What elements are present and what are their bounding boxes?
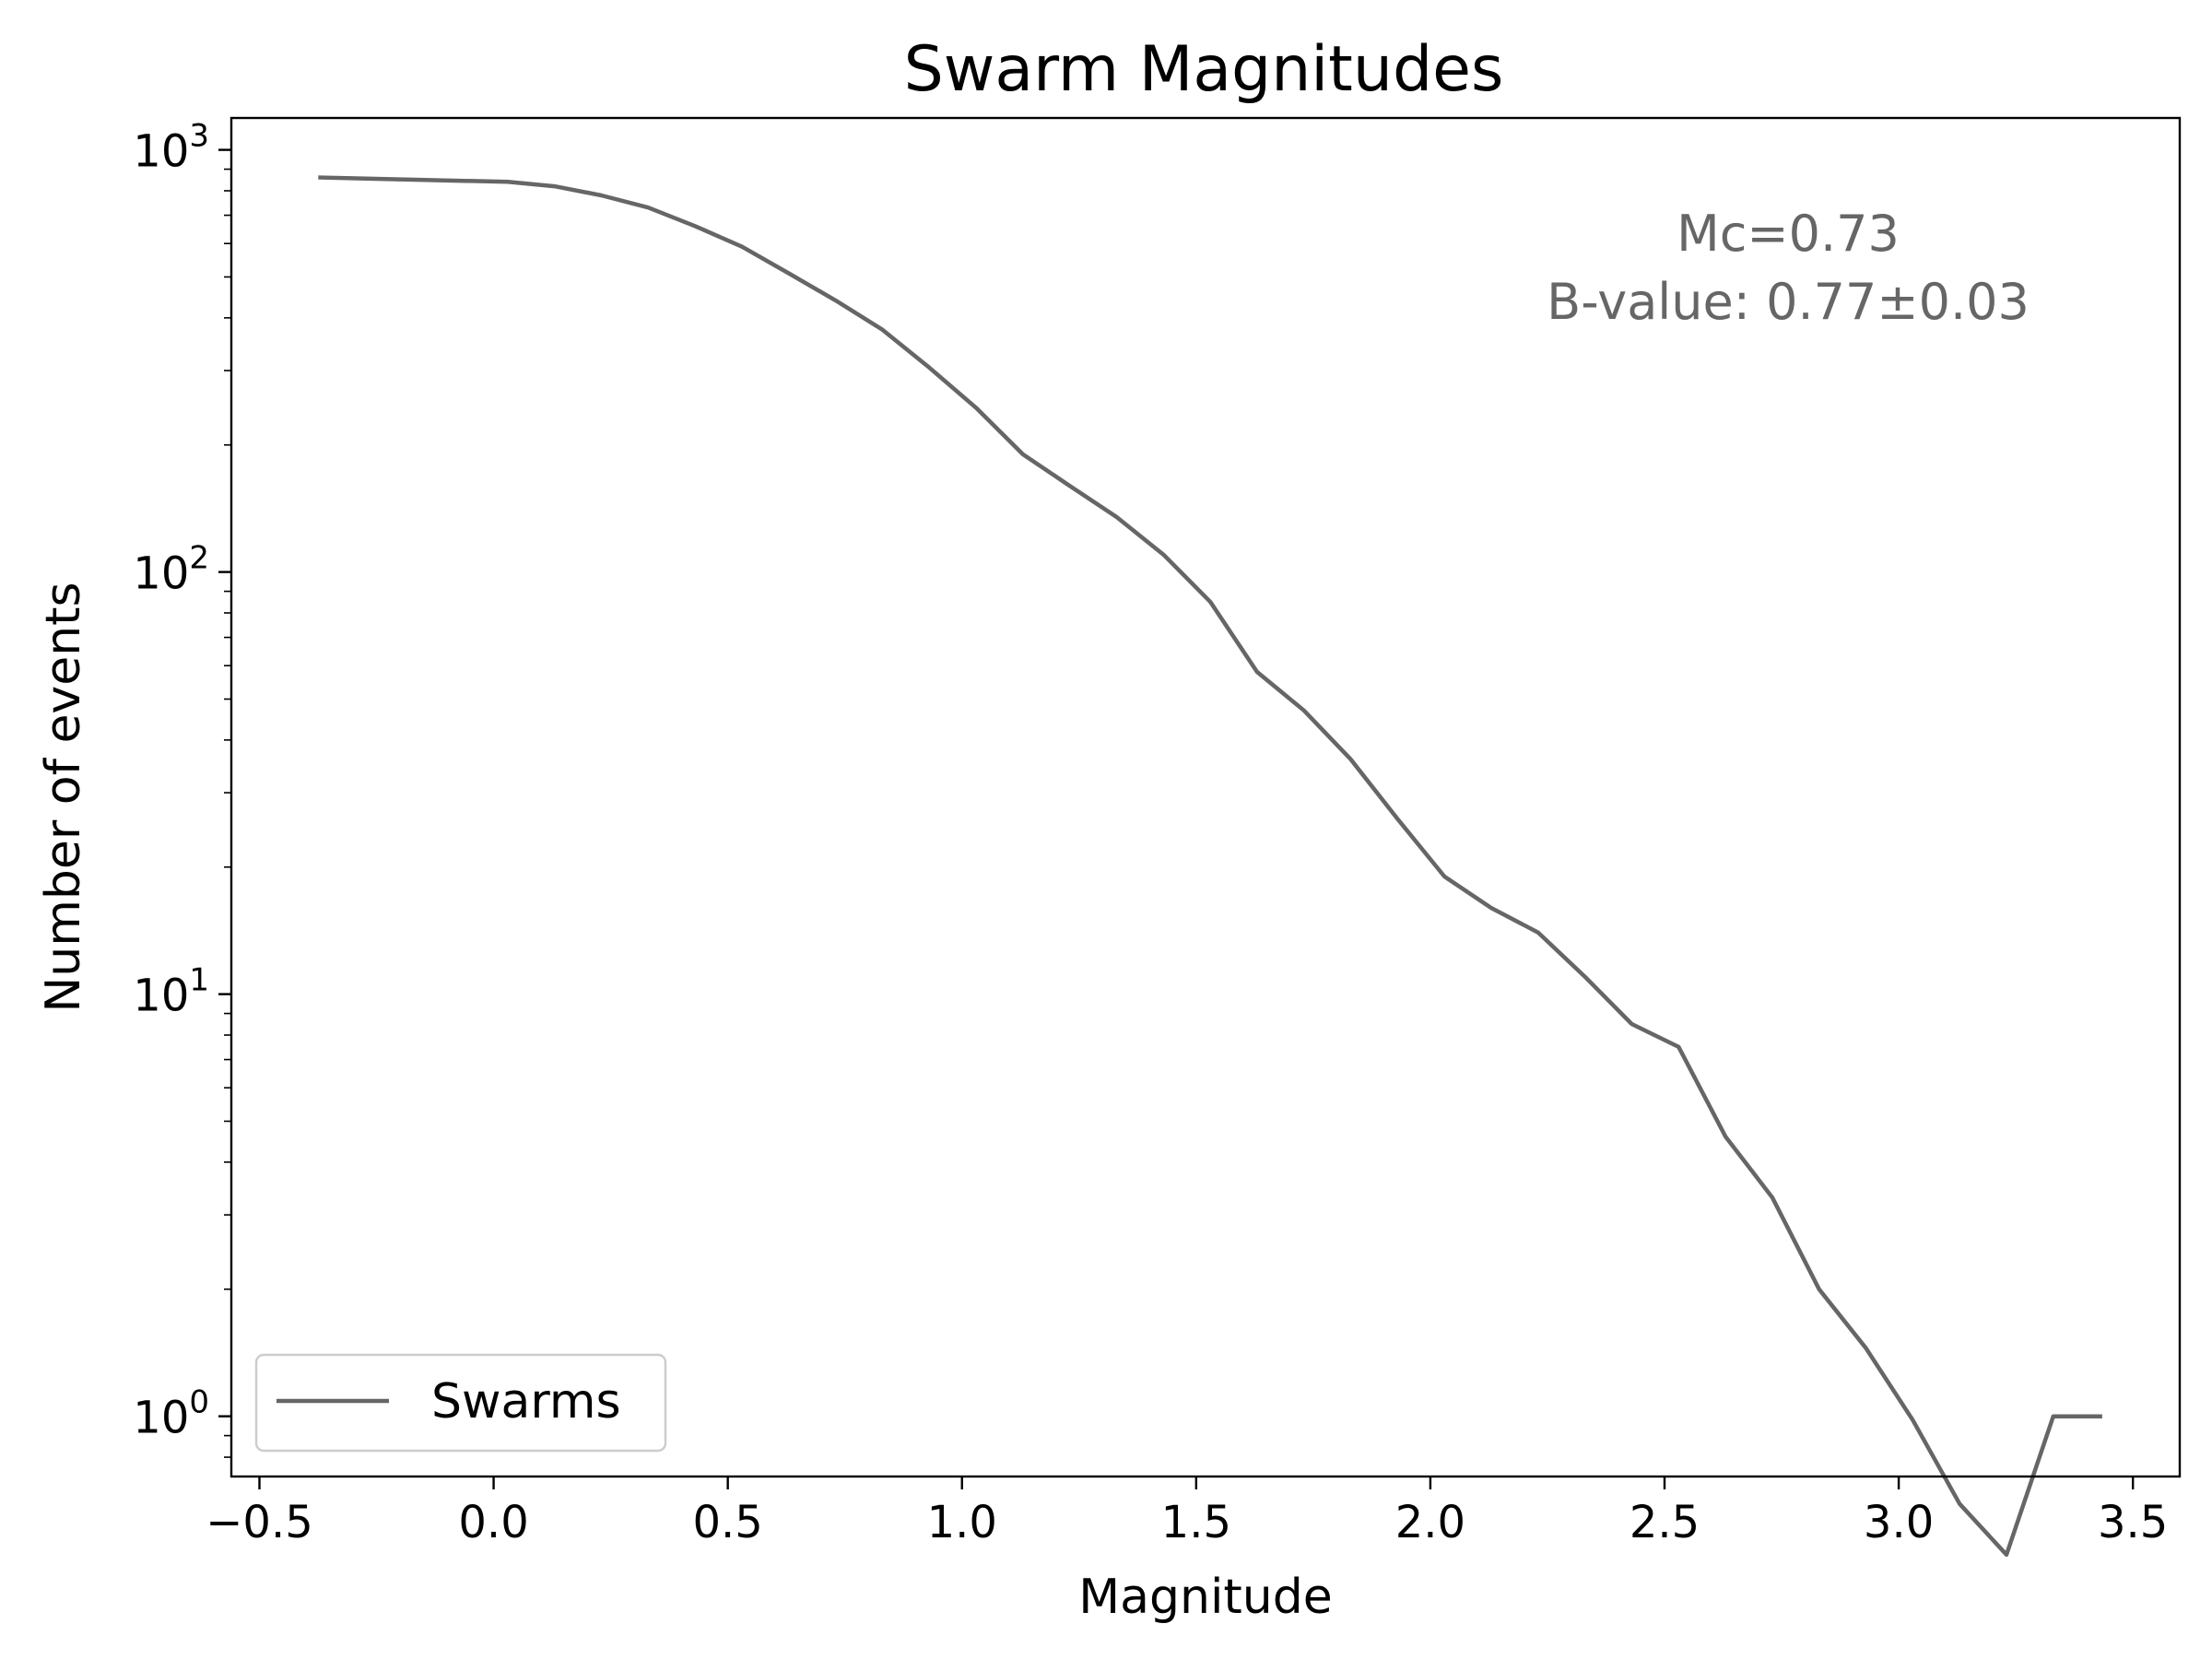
legend: Swarms	[254, 1353, 667, 1453]
axes-frame	[229, 116, 2182, 1478]
y-axis: 100 101 102 103	[133, 118, 231, 1458]
series-line-swarms	[318, 175, 2102, 1558]
plot-area	[318, 175, 2102, 1558]
chart-title: Swarm Magnitudes	[904, 33, 1504, 106]
y-tick-label: 101	[133, 962, 209, 1022]
x-tick-label: 1.5	[1161, 1497, 1231, 1548]
x-tick-label: −0.5	[206, 1497, 313, 1548]
mc-annotation: Mc=0.73	[1677, 205, 1900, 263]
y-tick-label: 100	[133, 1384, 209, 1444]
x-tick-label: 1.0	[927, 1497, 997, 1548]
x-tick-label: 0.0	[458, 1497, 528, 1548]
b-value-annotation: B-value: 0.77±0.03	[1547, 273, 2030, 331]
y-tick-label: 103	[133, 118, 209, 178]
y-axis-title: Number of events	[36, 582, 91, 1012]
y-tick-label: 102	[133, 540, 209, 600]
x-tick-label: 2.0	[1395, 1497, 1465, 1548]
x-tick-label: 2.5	[1630, 1497, 1700, 1548]
x-tick-label: 3.5	[2098, 1497, 2168, 1548]
x-tick-label: 0.5	[692, 1497, 762, 1548]
legend-label-swarms: Swarms	[431, 1374, 621, 1430]
x-axis: −0.5 0.0 0.5 1.0 1.5 2.0 2.5 3.0 3.5	[206, 1477, 2168, 1548]
legend-box	[254, 1353, 667, 1453]
x-tick-label: 3.0	[1864, 1497, 1934, 1548]
x-axis-title: Magnitude	[1078, 1570, 1333, 1625]
